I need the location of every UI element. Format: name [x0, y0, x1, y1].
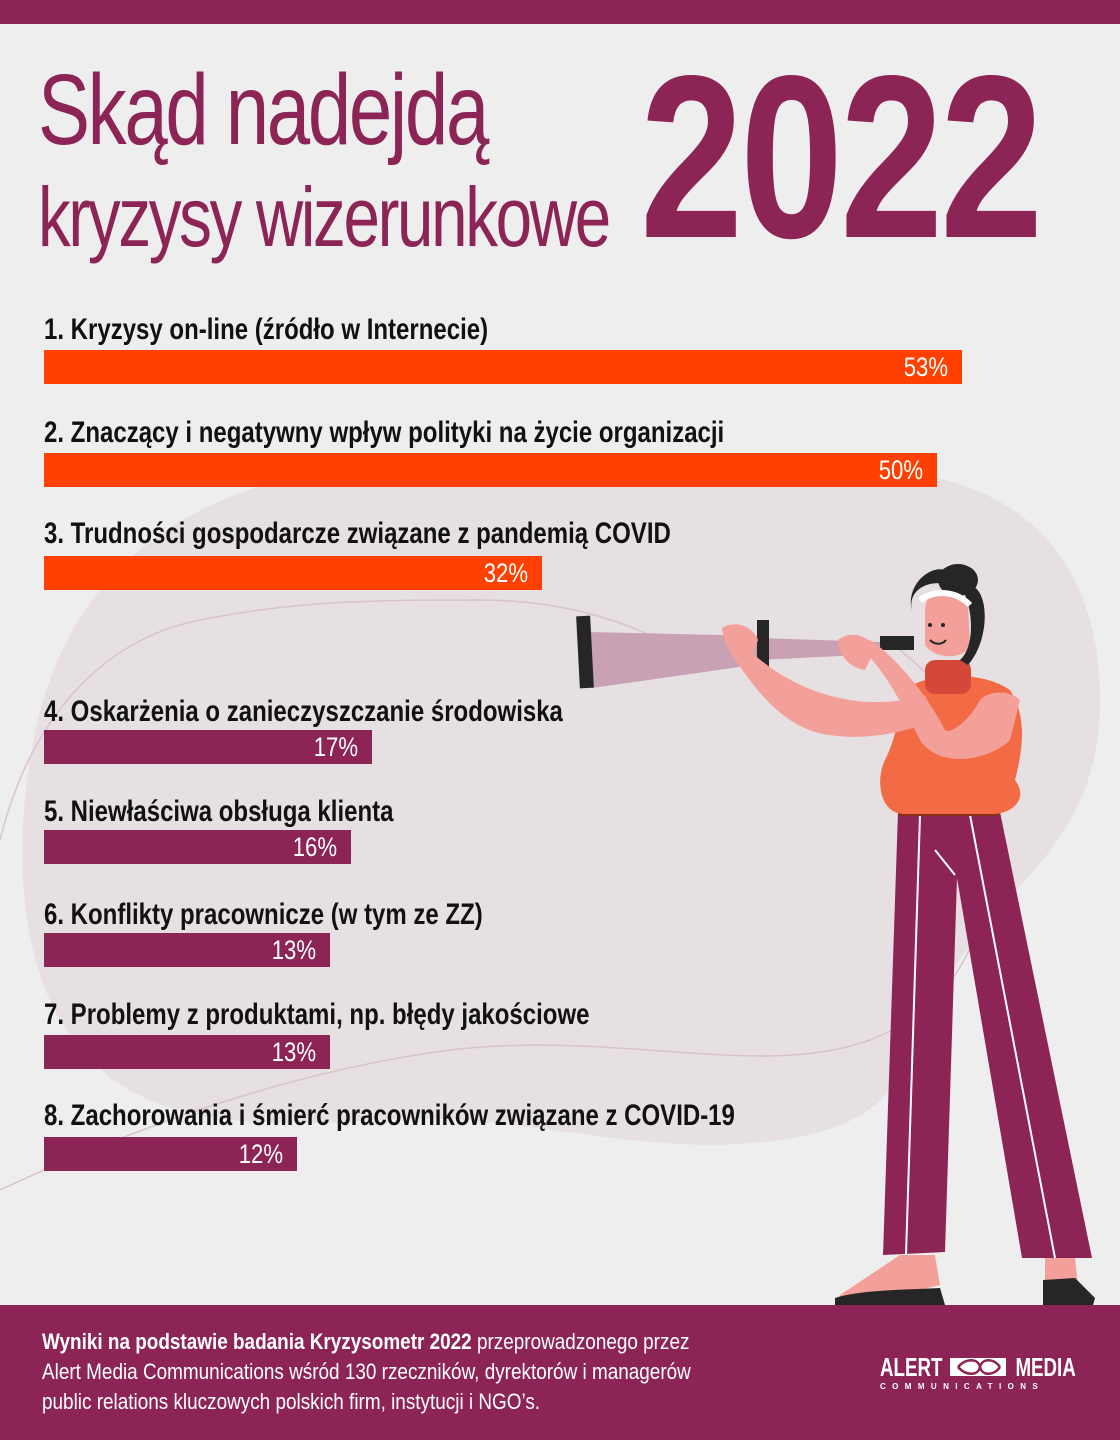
knot-icon	[950, 1358, 1006, 1376]
title-line-2: kryzysy wizerunkowe	[38, 170, 611, 264]
footer-text-line2: Alert Media Communications wśród 130 rze…	[42, 1359, 691, 1384]
item-label-4: 4. Oskarżenia o zanieczyszczanie środowi…	[44, 695, 563, 728]
logo-word-media: MEDIA	[1015, 1352, 1076, 1382]
bar-value-3: 32%	[483, 558, 528, 588]
item-label-5: 5. Niewłaściwa obsługa klienta	[44, 795, 394, 828]
bar-4: 17%	[44, 730, 372, 764]
bar-value-4: 17%	[313, 732, 358, 762]
bar-3: 32%	[44, 556, 542, 590]
bar-value-8: 12%	[238, 1139, 283, 1169]
footer-source-note: Wyniki na podstawie badania Kryzysometr …	[42, 1327, 816, 1417]
bar-value-5: 16%	[292, 832, 337, 862]
bar-value-6: 13%	[271, 935, 316, 965]
bar-7: 13%	[44, 1035, 330, 1069]
title-year: 2022	[640, 28, 1043, 287]
item-label-8: 8. Zachorowania i śmierć pracowników zwi…	[44, 1099, 735, 1132]
item-label-1: 1. Kryzysy on-line (źródło w Internecie)	[44, 313, 489, 346]
footer: Wyniki na podstawie badania Kryzysometr …	[0, 1305, 1120, 1440]
footer-bold-text: Wyniki na podstawie badania Kryzysometr …	[42, 1329, 472, 1354]
woman-with-telescope-illustration	[576, 564, 1095, 1308]
bar-8: 12%	[44, 1137, 297, 1171]
bar-2: 50%	[44, 453, 937, 487]
title-line-1: Skąd nadejdą	[38, 54, 489, 166]
footer-text-line3: public relations kluczowych polskich fir…	[42, 1389, 541, 1414]
bar-1: 53%	[44, 350, 962, 384]
alert-media-logo: ALERT MEDIA COMMUNICATIONS	[880, 1353, 1076, 1393]
item-label-2: 2. Znaczący i negatywny wpływ polityki n…	[44, 416, 725, 449]
bar-5: 16%	[44, 830, 351, 864]
item-label-7: 7. Problemy z produktami, np. błędy jako…	[44, 998, 590, 1031]
footer-text-line1-rest: przeprowadzonego przez	[471, 1329, 690, 1354]
top-accent-bar	[0, 0, 1120, 24]
bar-value-2: 50%	[878, 455, 923, 485]
logo-word-alert: ALERT	[880, 1352, 943, 1382]
bar-6: 13%	[44, 933, 330, 967]
item-label-6: 6. Konflikty pracownicze (w tym ze ZZ)	[44, 898, 483, 931]
logo-subtitle: COMMUNICATIONS	[880, 1382, 1045, 1391]
bar-value-7: 13%	[271, 1037, 316, 1067]
item-label-3: 3. Trudności gospodarcze związane z pand…	[44, 517, 671, 550]
bar-value-1: 53%	[903, 352, 948, 382]
